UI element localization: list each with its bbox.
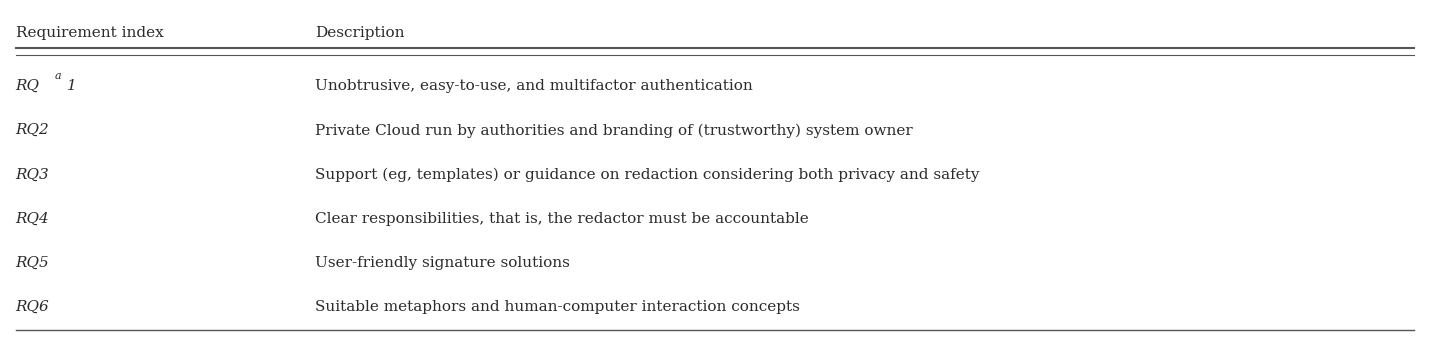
Text: Requirement index: Requirement index	[16, 25, 163, 40]
Text: RQ5: RQ5	[16, 256, 50, 270]
Text: Clear responsibilities, that is, the redactor must be accountable: Clear responsibilities, that is, the red…	[316, 212, 809, 226]
Text: Description: Description	[316, 25, 405, 40]
Text: Support (eg, templates) or guidance on redaction considering both privacy and sa: Support (eg, templates) or guidance on r…	[316, 167, 980, 182]
Text: RQ3: RQ3	[16, 167, 50, 181]
Text: Unobtrusive, easy-to-use, and multifactor authentication: Unobtrusive, easy-to-use, and multifacto…	[316, 79, 754, 93]
Text: RQ4: RQ4	[16, 212, 50, 226]
Text: Private Cloud run by authorities and branding of (trustworthy) system owner: Private Cloud run by authorities and bra…	[316, 123, 914, 138]
Text: User-friendly signature solutions: User-friendly signature solutions	[316, 256, 571, 270]
Text: RQ2: RQ2	[16, 123, 50, 137]
Text: Suitable metaphors and human-computer interaction concepts: Suitable metaphors and human-computer in…	[316, 300, 801, 314]
Text: 1: 1	[67, 79, 77, 93]
Text: RQ6: RQ6	[16, 300, 50, 314]
Text: RQ: RQ	[16, 79, 40, 93]
Text: a: a	[54, 71, 61, 81]
